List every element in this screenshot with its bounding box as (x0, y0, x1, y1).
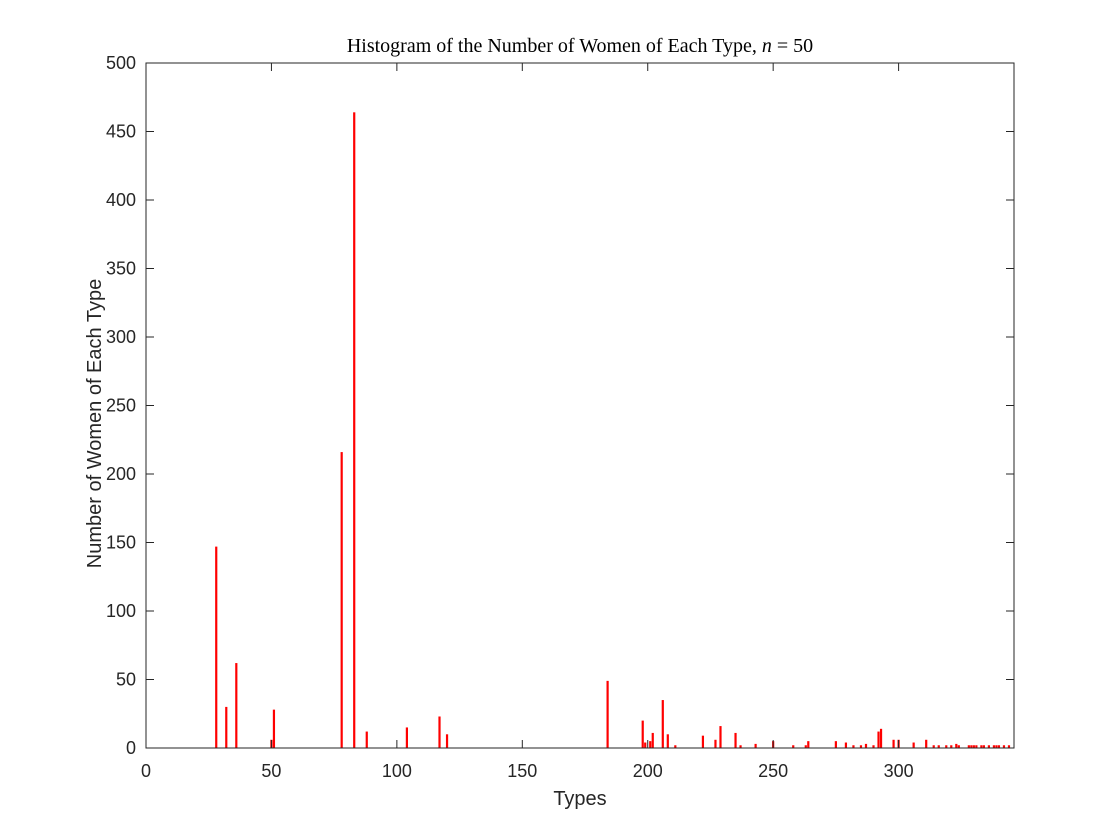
histogram-bar (661, 700, 664, 748)
y-axis-ticks: 0 50 100 150 200 250 300 350 400 450 500 (106, 53, 1014, 758)
bars-group (215, 112, 1011, 748)
x-tick-label: 300 (884, 761, 914, 781)
histogram-bar (225, 706, 228, 748)
histogram-bar (925, 739, 928, 748)
histogram-bar (912, 742, 915, 748)
histogram-bar (1007, 745, 1011, 748)
histogram-bar (879, 728, 883, 748)
histogram-bar (649, 741, 652, 748)
histogram-bar (987, 745, 991, 748)
histogram-bar (701, 735, 705, 748)
histogram-bar (215, 546, 218, 748)
y-tick-label: 400 (106, 190, 136, 210)
histogram-bar (877, 731, 880, 748)
histogram-bar (739, 745, 742, 748)
y-tick-label: 50 (116, 670, 136, 690)
histogram-bar (405, 727, 408, 748)
histogram-bar (975, 745, 978, 748)
x-axis-ticks: 0 50 100 150 200 250 300 (141, 63, 914, 781)
histogram-bar (982, 745, 985, 748)
x-axis-title: Types (553, 788, 606, 810)
histogram-bar (950, 745, 953, 748)
histogram-bar (719, 726, 722, 748)
histogram-bar (666, 734, 669, 748)
histogram-bar (852, 745, 855, 748)
histogram-bar (754, 743, 757, 748)
histogram-bar (945, 745, 948, 748)
histogram-bar (859, 745, 863, 748)
histogram-bar (872, 745, 875, 748)
histogram-bar (834, 741, 837, 748)
histogram-bar (674, 745, 677, 748)
y-tick-label: 0 (126, 738, 136, 758)
y-tick-label: 200 (106, 464, 136, 484)
histogram-bar (980, 745, 983, 748)
y-axis-title: Number of Women of Each Type (84, 279, 106, 568)
y-tick-label: 250 (106, 396, 136, 416)
histogram-bar (445, 734, 449, 748)
histogram-bar (641, 720, 644, 748)
histogram-bar (734, 732, 737, 748)
histogram-bar (272, 709, 276, 748)
histogram-bar (438, 716, 441, 748)
histogram-bar (967, 745, 970, 748)
histogram-bar (995, 745, 998, 748)
y-tick-label: 100 (106, 601, 136, 621)
histogram-bar (235, 663, 238, 748)
histogram-bar (651, 732, 654, 748)
x-tick-label: 200 (633, 761, 663, 781)
histogram-bar (992, 745, 996, 748)
histogram-bar (792, 745, 795, 748)
y-tick-label: 350 (106, 259, 136, 279)
y-tick-label: 500 (106, 53, 136, 73)
histogram-bar (353, 112, 356, 748)
histogram-bar (804, 745, 807, 748)
histogram-bar (1002, 745, 1006, 748)
histogram-bar (997, 745, 1001, 748)
histogram-bar (644, 742, 647, 748)
x-tick-label: 100 (382, 761, 412, 781)
histogram-bar (955, 743, 958, 748)
x-tick-label: 0 (141, 761, 151, 781)
histogram-bar (365, 731, 368, 748)
y-tick-label: 300 (106, 327, 136, 347)
y-tick-label: 150 (106, 533, 136, 553)
histogram-bar (972, 745, 975, 748)
histogram-bar (970, 745, 973, 748)
histogram-bar (932, 745, 935, 748)
chart-title: Histogram of the Number of Women of Each… (347, 35, 813, 57)
y-tick-label: 450 (106, 122, 136, 142)
histogram-bar (957, 745, 960, 748)
histogram-bar (807, 741, 810, 748)
x-tick-label: 50 (261, 761, 281, 781)
histogram-bar (714, 739, 717, 748)
histogram-bar (892, 739, 895, 748)
x-tick-label: 150 (507, 761, 537, 781)
histogram-bar (864, 743, 868, 748)
x-tick-label: 250 (758, 761, 788, 781)
histogram-bar (844, 742, 848, 748)
histogram-bar (606, 680, 609, 748)
histogram-bar (937, 745, 940, 748)
histogram-bar (340, 452, 343, 748)
